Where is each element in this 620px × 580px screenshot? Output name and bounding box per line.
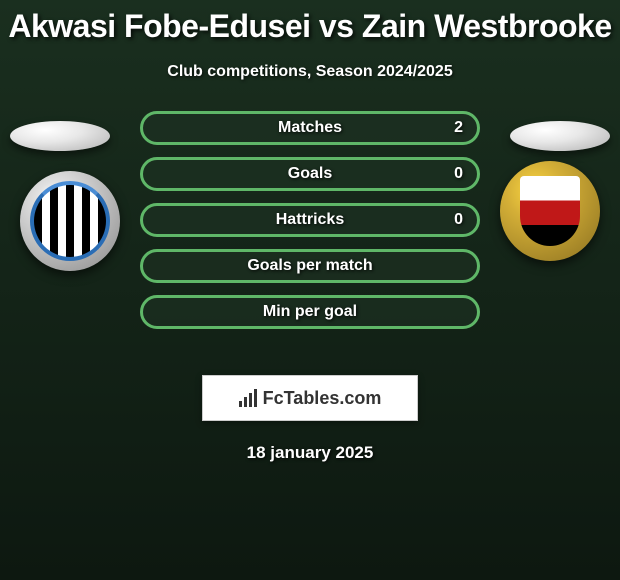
page-title: Akwasi Fobe-Edusei vs Zain Westbrooke — [0, 0, 620, 45]
stat-label: Min per goal — [263, 303, 357, 321]
club-badge-right-shield — [520, 176, 580, 246]
date-label: 18 january 2025 — [0, 443, 620, 463]
player-avatar-right — [510, 121, 610, 151]
stat-rows: Matches 2 Goals 0 Hattricks 0 Goals per … — [140, 111, 480, 341]
source-logo-text: FcTables.com — [263, 388, 382, 409]
stat-row-hattricks: Hattricks 0 — [140, 203, 480, 237]
source-logo: FcTables.com — [202, 375, 418, 421]
stat-value-right: 0 — [454, 165, 463, 183]
comparison-panel: Matches 2 Goals 0 Hattricks 0 Goals per … — [0, 111, 620, 361]
club-badge-left — [20, 171, 120, 271]
stat-row-goals-per-match: Goals per match — [140, 249, 480, 283]
stat-label: Matches — [278, 119, 342, 137]
club-badge-left-shield — [30, 181, 110, 261]
stat-row-min-per-goal: Min per goal — [140, 295, 480, 329]
subtitle: Club competitions, Season 2024/2025 — [0, 63, 620, 81]
player-avatar-left — [10, 121, 110, 151]
bars-icon — [239, 389, 257, 407]
stat-label: Goals per match — [247, 257, 372, 275]
stat-value-right: 2 — [454, 119, 463, 137]
stat-row-matches: Matches 2 — [140, 111, 480, 145]
stat-row-goals: Goals 0 — [140, 157, 480, 191]
stat-label: Goals — [288, 165, 332, 183]
stat-label: Hattricks — [276, 211, 344, 229]
club-badge-right — [500, 161, 600, 261]
stat-value-right: 0 — [454, 211, 463, 229]
